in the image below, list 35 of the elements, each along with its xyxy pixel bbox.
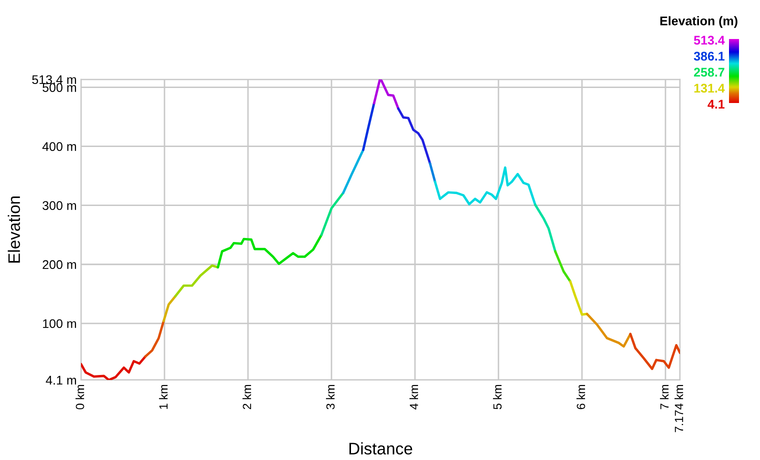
line-series bbox=[144, 320, 165, 358]
line-series bbox=[397, 107, 432, 165]
x-axis-title: Distance bbox=[349, 442, 412, 455]
x-tick-label: 4 km bbox=[409, 384, 418, 410]
x-tick-label: 7.174 km bbox=[674, 384, 684, 432]
color-bar-title: Elevation (m) bbox=[660, 16, 738, 28]
x-tick-label: 3 km bbox=[326, 384, 335, 410]
color-bar-label: 513.4 bbox=[694, 36, 725, 45]
line-series bbox=[174, 264, 220, 298]
y-tick-label: 200 m bbox=[42, 260, 76, 270]
x-tick-label: 7 km bbox=[660, 384, 669, 410]
line-series bbox=[81, 355, 147, 380]
color-bar-label: 131.4 bbox=[694, 84, 725, 93]
line-series bbox=[534, 204, 556, 253]
color-bar-label: 258.7 bbox=[694, 68, 724, 77]
color-bar-label: 386.1 bbox=[694, 52, 724, 61]
y-tick-label: 4.1 m bbox=[46, 376, 76, 385]
y-tick-label: 500 m bbox=[42, 83, 76, 92]
y-axis-title: Elevation bbox=[8, 196, 20, 263]
y-tick-label: 100 m bbox=[43, 319, 76, 328]
line-series bbox=[216, 234, 323, 269]
y-tick-label: 513.4 m bbox=[32, 75, 76, 84]
x-tick-label: 0 km bbox=[76, 384, 84, 410]
color-bar-label: 4.1 bbox=[708, 100, 724, 109]
x-tick-label: 2 km bbox=[242, 384, 252, 410]
line-series bbox=[372, 79, 400, 110]
line-series bbox=[569, 280, 588, 316]
x-tick-label: 6 km bbox=[576, 384, 586, 410]
x-tick-label: 5 km bbox=[492, 384, 502, 410]
y-tick-label: 300 m bbox=[42, 201, 76, 210]
y-tick-label: 400 m bbox=[42, 142, 76, 151]
line-series bbox=[629, 332, 680, 370]
x-tick-label: 1 km bbox=[158, 384, 168, 409]
line-series bbox=[586, 312, 632, 348]
line-series bbox=[434, 166, 536, 206]
